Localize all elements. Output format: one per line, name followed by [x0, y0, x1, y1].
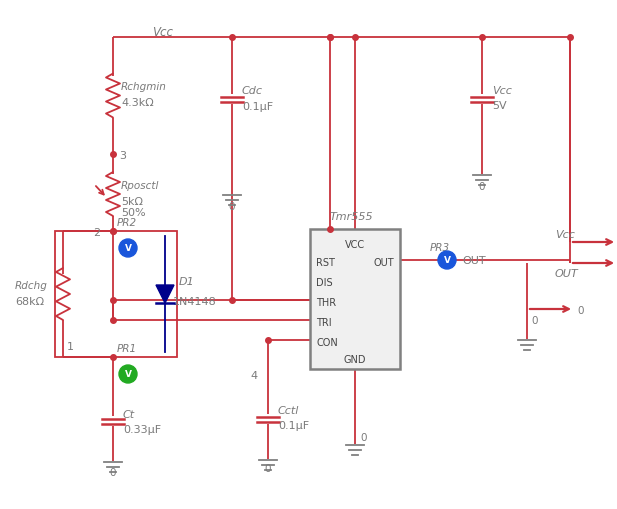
Text: OUT: OUT: [373, 258, 394, 267]
Text: 3: 3: [119, 151, 126, 161]
Text: Cdc: Cdc: [242, 86, 263, 96]
Text: Rdchg: Rdchg: [15, 280, 48, 291]
Text: THR: THR: [316, 297, 336, 307]
Text: Vcc: Vcc: [152, 26, 173, 39]
Text: 4: 4: [250, 370, 257, 380]
Text: D1: D1: [179, 276, 195, 287]
Text: TRI: TRI: [316, 318, 331, 327]
Text: 5V: 5V: [492, 101, 507, 111]
Text: V: V: [444, 256, 450, 265]
Bar: [55, 232, 177, 357]
Text: 0.33μF: 0.33μF: [123, 424, 161, 434]
Text: 50%: 50%: [121, 208, 146, 217]
Text: 0: 0: [109, 467, 115, 477]
Text: OUT: OUT: [555, 268, 579, 278]
Text: 2: 2: [93, 228, 100, 238]
Text: VCC: VCC: [345, 240, 365, 249]
Text: GND: GND: [344, 354, 366, 364]
Text: V: V: [125, 244, 131, 253]
Text: 4.3kΩ: 4.3kΩ: [121, 98, 154, 108]
Text: DIS: DIS: [316, 277, 333, 288]
Text: PR3: PR3: [430, 242, 450, 252]
Text: 0: 0: [577, 305, 584, 316]
Text: Vcc: Vcc: [555, 230, 575, 240]
Text: Ct: Ct: [123, 409, 135, 419]
Text: 0: 0: [531, 316, 537, 325]
Text: 0: 0: [228, 202, 234, 212]
Text: OUT: OUT: [462, 256, 486, 266]
Text: 0: 0: [478, 182, 484, 191]
Text: 68kΩ: 68kΩ: [15, 296, 44, 306]
Text: PR2: PR2: [117, 217, 137, 228]
Text: Vcc: Vcc: [492, 86, 512, 96]
Text: 5kΩ: 5kΩ: [121, 196, 143, 207]
Circle shape: [119, 240, 137, 258]
Text: Rchgmin: Rchgmin: [121, 82, 167, 92]
Text: 1: 1: [67, 342, 74, 351]
Text: V: V: [125, 370, 131, 379]
Text: PR1: PR1: [117, 344, 137, 353]
Text: Cctl: Cctl: [278, 405, 299, 415]
Circle shape: [438, 251, 456, 269]
Text: Tmr555: Tmr555: [330, 212, 374, 221]
Bar: [310, 230, 400, 369]
Text: 0: 0: [360, 432, 366, 442]
Text: 0: 0: [264, 463, 270, 473]
Text: 0.1μF: 0.1μF: [242, 102, 273, 112]
Text: RST: RST: [316, 258, 335, 267]
Text: Rposctl: Rposctl: [121, 181, 159, 191]
Circle shape: [119, 365, 137, 383]
Text: 0.1μF: 0.1μF: [278, 420, 309, 430]
Polygon shape: [156, 286, 174, 303]
Text: 1N4148: 1N4148: [173, 296, 217, 306]
Text: CON: CON: [316, 337, 337, 347]
